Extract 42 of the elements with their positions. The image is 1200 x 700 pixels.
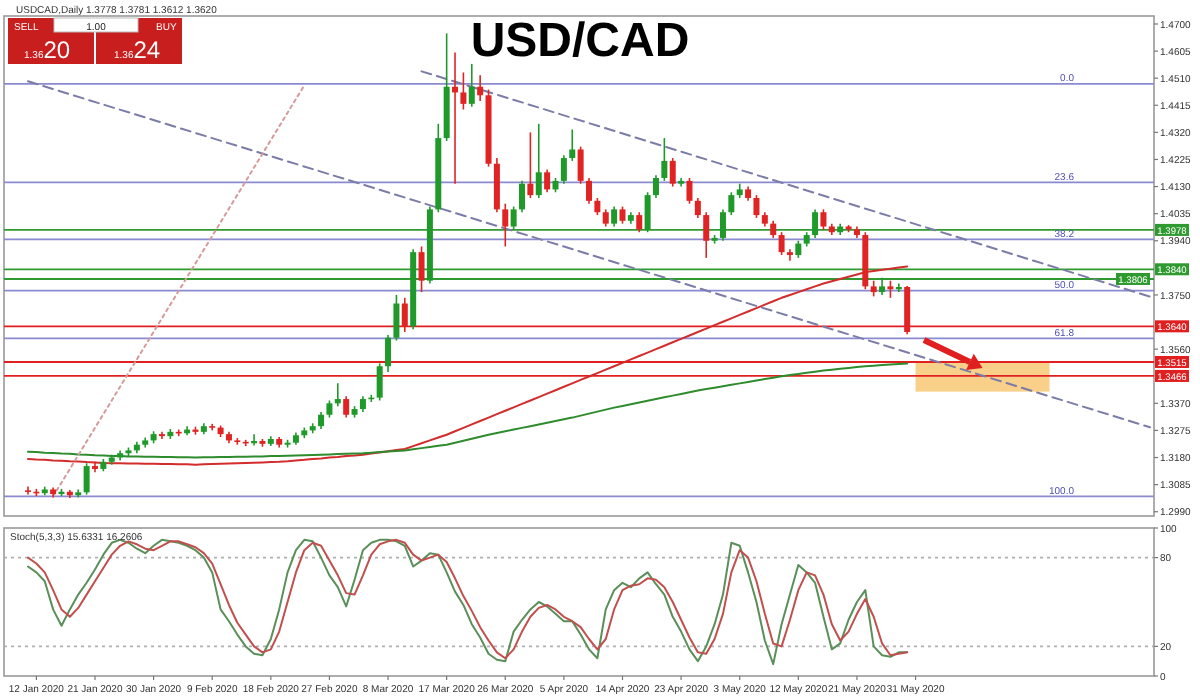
candlestick	[468, 63, 475, 108]
candlestick	[686, 177, 693, 205]
candlestick	[158, 431, 165, 440]
candlestick	[460, 71, 467, 111]
candlestick	[753, 194, 760, 219]
candlestick	[661, 137, 668, 182]
line-series	[27, 265, 909, 466]
candlestick	[569, 128, 576, 162]
candlestick	[820, 208, 827, 231]
candlestick	[510, 205, 517, 231]
candlestick	[636, 211, 643, 233]
candlestick	[83, 462, 90, 496]
candlestick	[535, 123, 542, 199]
candlestick	[418, 245, 425, 293]
candlestick	[644, 191, 651, 233]
candlestick	[694, 197, 701, 219]
candlestick	[669, 157, 676, 188]
candlestick	[611, 205, 618, 228]
candlestick	[719, 208, 726, 242]
candlestick	[519, 180, 526, 214]
candlestick	[728, 191, 735, 216]
candlestick	[652, 174, 659, 199]
candlestick	[502, 202, 509, 248]
line-series	[27, 362, 909, 459]
candlestick	[786, 248, 793, 262]
candlestick	[393, 294, 400, 342]
candlestick	[812, 208, 819, 239]
candlestick	[25, 485, 31, 496]
chart-title: USD/CAD	[470, 14, 690, 68]
candlestick	[385, 334, 392, 373]
candlestick	[703, 211, 710, 259]
candlestick	[343, 395, 350, 419]
candlestick	[334, 382, 341, 407]
candlestick	[376, 362, 383, 402]
candlestick	[544, 168, 551, 194]
candlestick	[560, 154, 567, 185]
candlestick	[586, 177, 592, 205]
candlestick	[477, 74, 484, 102]
candlestick	[577, 145, 584, 185]
candlestick	[493, 157, 500, 214]
candlestick	[778, 231, 785, 256]
candlestick	[527, 131, 534, 199]
